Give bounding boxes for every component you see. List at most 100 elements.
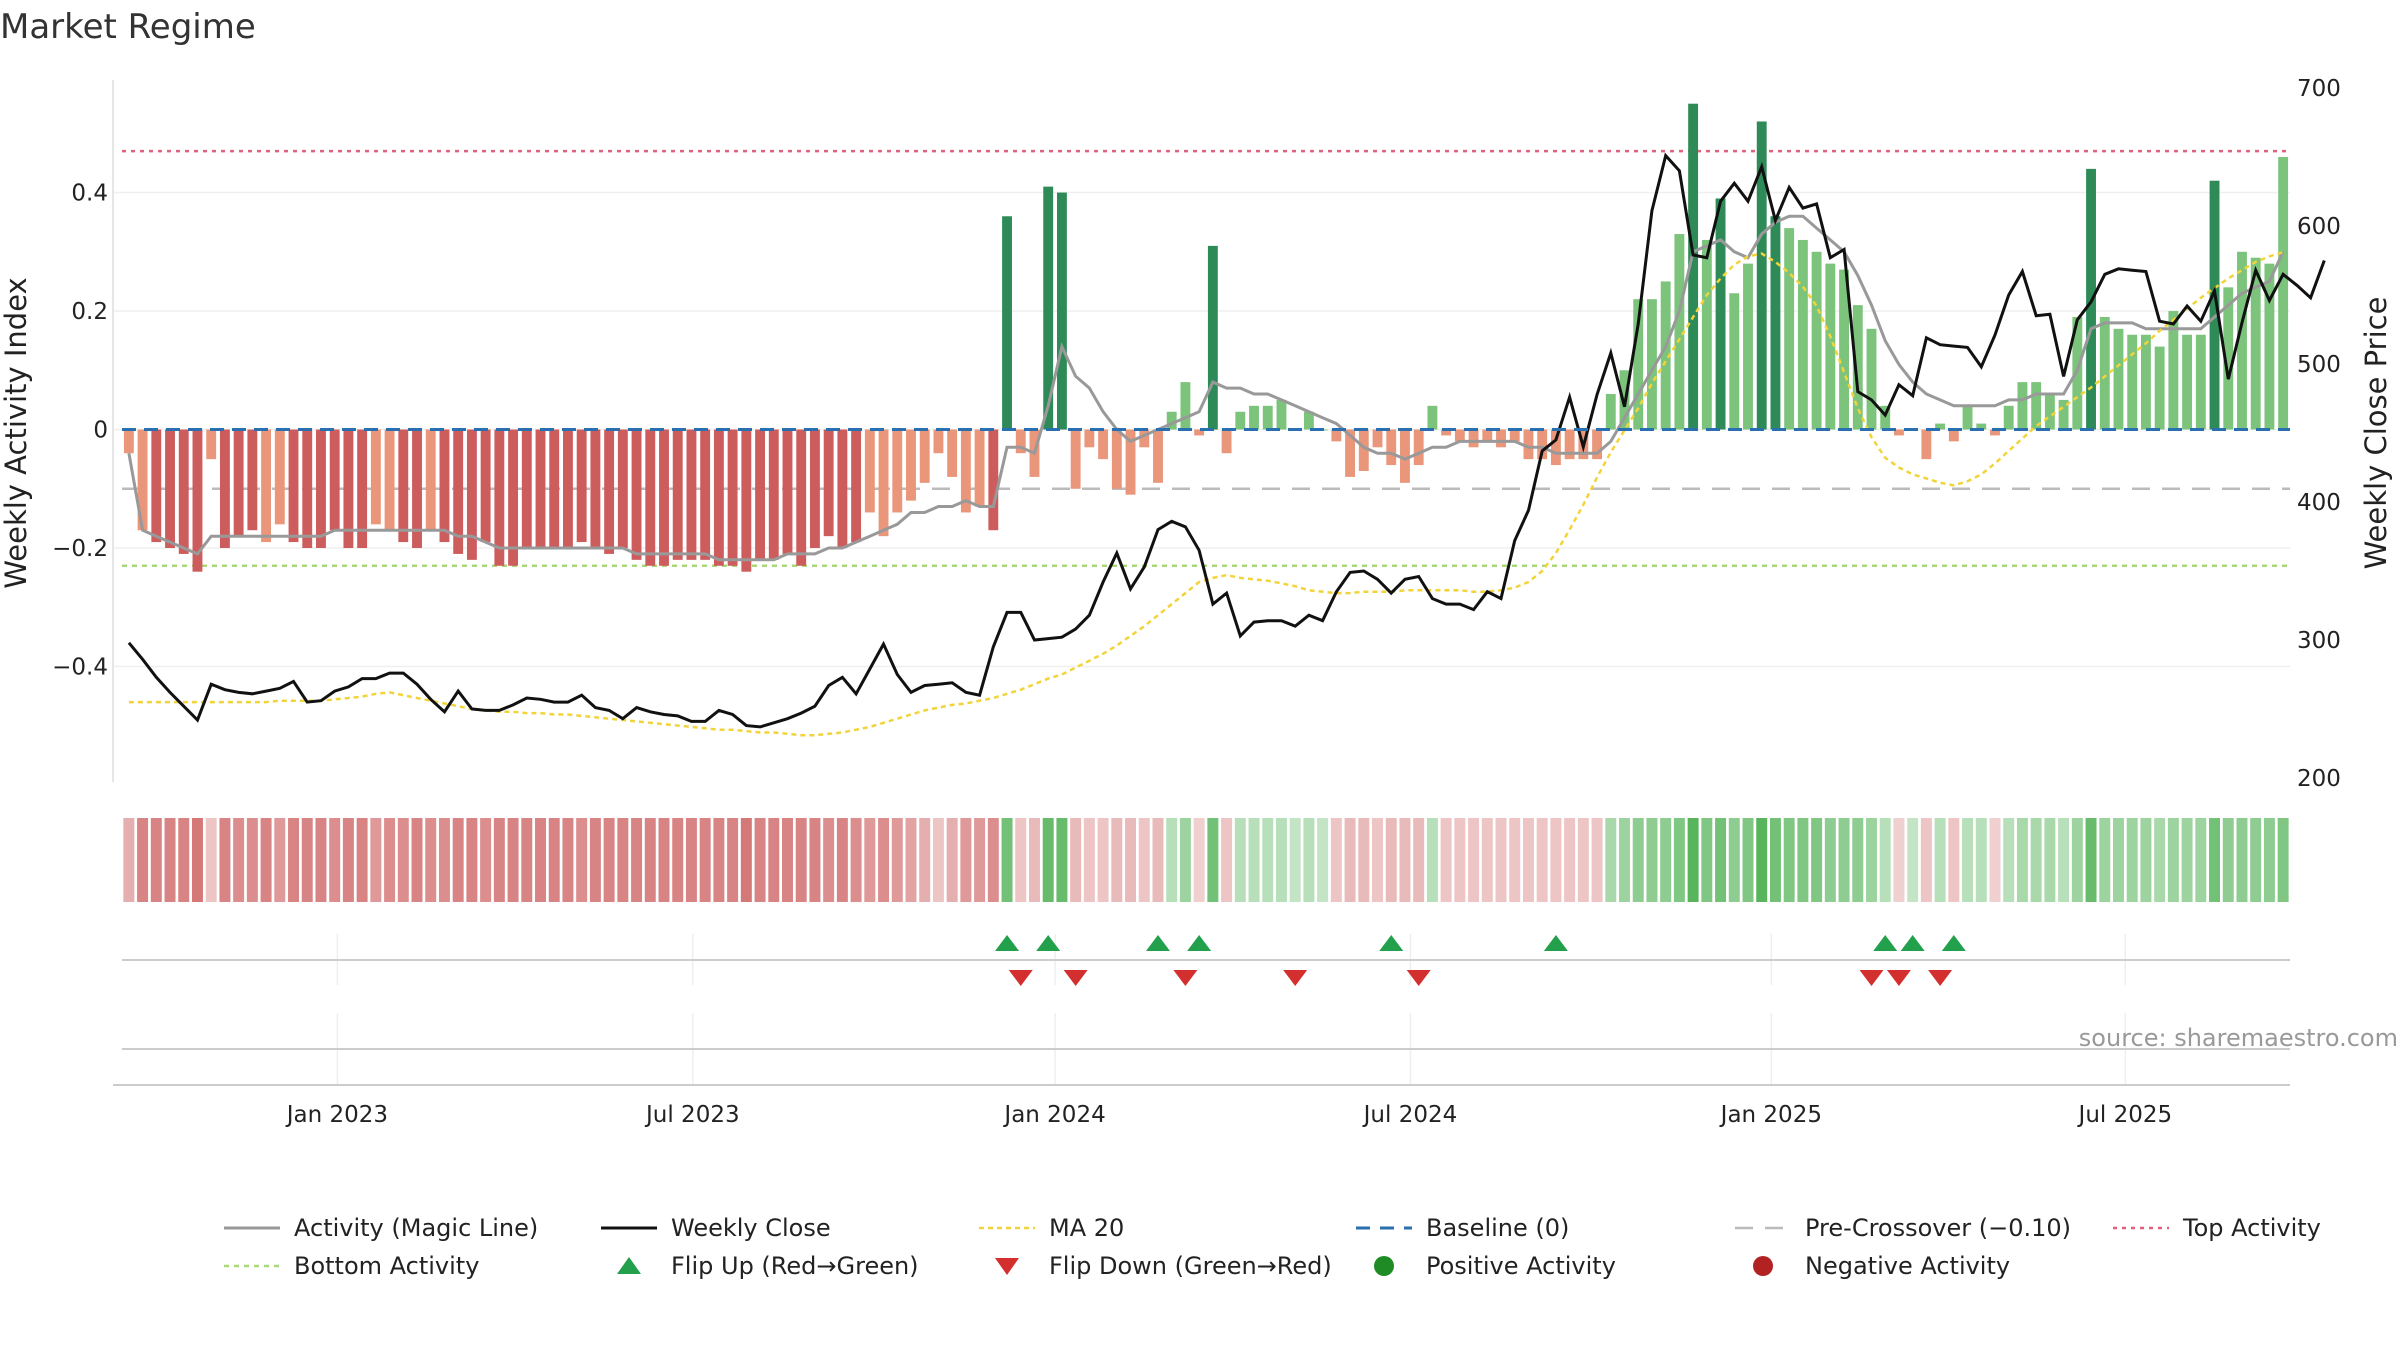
activity-bar (1715, 198, 1726, 430)
legend-swatch (995, 1258, 1019, 1275)
heatmap-cell (1413, 818, 1425, 902)
x-tick-label: Jul 2025 (2077, 1102, 2173, 1128)
activity-bar (1537, 429, 1548, 460)
heatmap-cell (727, 818, 739, 902)
activity-bar (2099, 316, 2110, 430)
heatmap-cell (562, 818, 574, 902)
activity-bar (480, 429, 491, 543)
magic-line (127, 214, 2285, 562)
activity-bar (247, 429, 258, 531)
activity-bar (1880, 405, 1891, 430)
activity-bar (2154, 346, 2165, 430)
left-tick-label: 0.2 (71, 299, 108, 325)
left-axis-ticks: 0.4 0.2 0 −0.2 −0.4 (52, 181, 108, 681)
activity-bar (549, 429, 560, 548)
heatmap-cell (1330, 818, 1342, 902)
heatmap-cell (1673, 818, 1685, 902)
activity-bar (192, 429, 203, 572)
activity-bar (1002, 216, 1012, 430)
heatmap-cell (1056, 818, 1068, 902)
heatmap-cell (1111, 818, 1123, 902)
heatmap-cell (1989, 818, 2001, 902)
heatmap-cell (1042, 818, 1054, 902)
heatmap-cell (2236, 818, 2248, 902)
heatmap-cell (219, 818, 231, 902)
flip-up-marker (1873, 935, 1898, 951)
activity-bar (1729, 293, 1740, 430)
activity-bar (2044, 393, 2055, 430)
heatmap-cell (672, 818, 684, 902)
activity-bar (384, 429, 395, 531)
activity-bar (1825, 263, 1836, 430)
heatmap-cell (631, 818, 643, 902)
activity-bar (1605, 393, 1616, 430)
heatmap-cell (1550, 818, 1562, 902)
legend-label: Flip Up (Red→Green) (671, 1252, 919, 1280)
heatmap-cell (452, 818, 464, 902)
activity-bar (1153, 429, 1163, 483)
activity-bar (439, 429, 450, 543)
heatmap-cell (493, 818, 505, 902)
heatmap-cell (974, 818, 986, 902)
activity-bar (1331, 429, 1342, 442)
chart-title: Market Regime (0, 7, 256, 47)
heatmap-cell (535, 818, 546, 902)
heatmap-cell (411, 818, 423, 902)
x-tick-label: Jan 2023 (285, 1102, 388, 1128)
heatmap-cell (1509, 818, 1521, 902)
heatmap-cell (1262, 818, 1274, 902)
heatmap-cell (644, 818, 656, 902)
legend-item-precross: Pre-Crossover (−0.10) (1735, 1214, 2071, 1242)
activity-bar (535, 429, 546, 548)
activity-bar (988, 429, 999, 531)
heatmap-cell (2044, 818, 2056, 902)
right-tick-label: 500 (2297, 352, 2341, 378)
heatmap-cell (1358, 818, 1370, 902)
heatmap-cell (589, 818, 601, 902)
activity-bar (2195, 334, 2206, 430)
heatmap-cell (1207, 818, 1219, 902)
left-tick-label: −0.4 (52, 654, 108, 680)
heatmap-cell (1920, 818, 1932, 902)
legend-item-posdot: Positive Activity (1374, 1252, 1616, 1280)
heatmap-cell (1893, 818, 1905, 902)
heatmap-cell (123, 818, 135, 902)
heatmap-cell (2181, 818, 2193, 902)
activity-bar (233, 429, 244, 537)
legend: Activity (Magic Line) Weekly Close MA 20 Ba… (224, 1214, 2321, 1280)
heatmap-cell (1303, 818, 1315, 902)
activity-bar (137, 429, 148, 531)
activity-bar (686, 429, 697, 560)
left-tick-label: 0 (93, 418, 108, 444)
legend-label: Positive Activity (1426, 1252, 1616, 1280)
left-tick-label: −0.2 (52, 536, 108, 562)
flip-up-marker (1900, 935, 1925, 951)
activity-bar (1509, 429, 1520, 442)
activity-bar (947, 429, 958, 477)
legend-label: Negative Activity (1805, 1252, 2010, 1280)
x-tick-label: Jan 2024 (1002, 1102, 1105, 1128)
heatmap-cell (1619, 818, 1630, 902)
activity-bar (1866, 328, 1877, 430)
heatmap-cell (754, 818, 766, 902)
activity-bar (563, 429, 573, 548)
heatmap-cell (1070, 818, 1082, 902)
activity-bar (1070, 429, 1081, 489)
activity-bar (727, 429, 738, 566)
activity-bar (960, 429, 971, 513)
series-lines (127, 152, 2326, 737)
heatmap-cell (713, 818, 725, 902)
heatmap-cell (548, 818, 560, 902)
heatmap-cell (178, 818, 190, 902)
heatmap-cell (987, 818, 999, 902)
activity-bar (2250, 257, 2261, 430)
heatmap-cell (1811, 818, 1823, 902)
heatmap-cell (1522, 818, 1534, 902)
activity-bar (412, 429, 422, 548)
source-note: source: sharemaestro.com (2079, 1024, 2398, 1052)
activity-bar (713, 429, 724, 566)
heatmap-cell (905, 818, 917, 902)
activity-bar (1441, 429, 1452, 436)
heatmap-cell (1591, 818, 1603, 902)
activity-bar (521, 429, 532, 548)
